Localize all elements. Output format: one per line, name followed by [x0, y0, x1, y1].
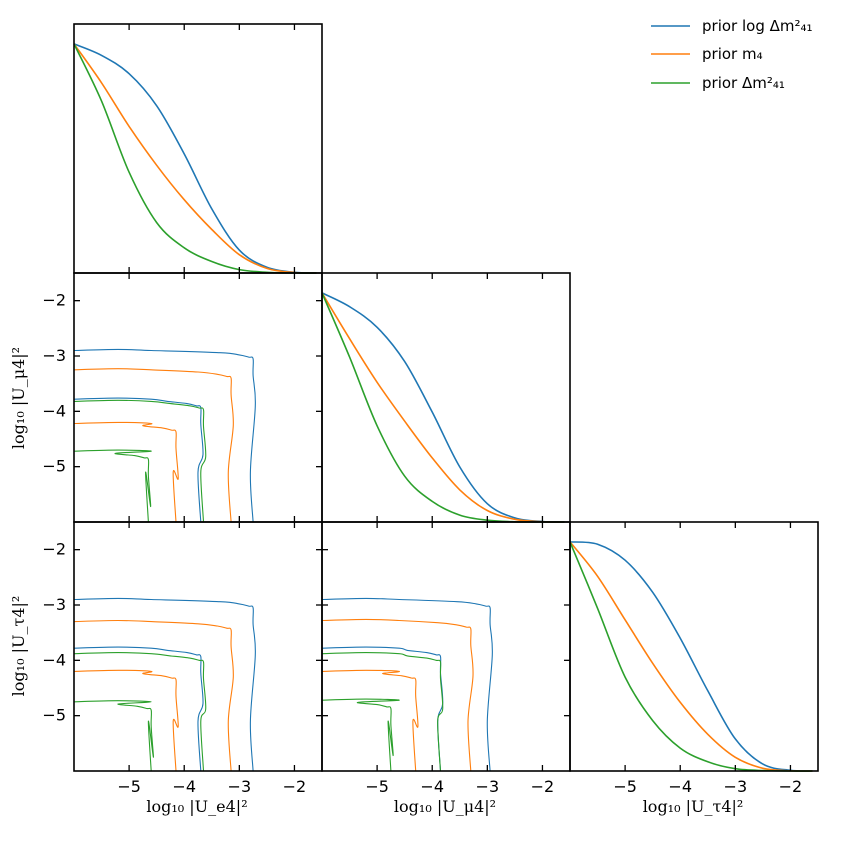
contour-1-line-2: [73, 619, 234, 772]
x-tick-label-c0-3: −2: [283, 777, 307, 796]
x-tick-label-c0-2: −3: [228, 777, 252, 796]
x-tick-label-c0-0: −5: [117, 777, 141, 796]
marginal-2-series-1: [569, 541, 813, 772]
contour-2-line-0: [321, 597, 493, 772]
x-tick-label-c1-0: −5: [365, 777, 389, 796]
marginal-0-series-1: [73, 43, 317, 274]
y-tick-label-r1-0: −5: [42, 457, 66, 476]
x-axis-label-ue4: log₁₀ |U_e4|²: [146, 797, 247, 816]
x-tick-label-c2-1: −4: [668, 777, 692, 796]
marginal-2-series-2: [569, 541, 813, 772]
tick-layer: −5 −4 −3 −2 −5 −4 −3 −2 −5 −4 −3 −2 −5 −4 −3 −2 −5 −4 −3 −2: [42, 24, 802, 796]
contour-2-line-3: [321, 669, 419, 772]
contour-0-line-2: [73, 368, 234, 523]
x-tick-label-c0-1: −4: [172, 777, 196, 796]
y-tick-label-r2-0: −5: [42, 706, 66, 725]
contour-0-line-1: [73, 397, 204, 523]
panel-frame-r2-c2: [569, 521, 819, 772]
contour-2-line-5: [321, 698, 400, 772]
marginal-0-series-2: [73, 43, 317, 274]
x-tick-label-c1-2: −3: [476, 777, 500, 796]
curve-layer: [73, 43, 813, 772]
contour-2-line-4: [321, 652, 444, 772]
contour-1-line-0: [73, 597, 256, 772]
y-tick-label-r1-1: −4: [42, 401, 66, 420]
x-tick-label-c2-2: −3: [724, 777, 748, 796]
y-tick-label-r2-3: −2: [42, 540, 66, 559]
panel-frames: [73, 23, 819, 772]
x-tick-label-c1-1: −4: [420, 777, 444, 796]
legend-label-log-dm2: prior log Δm²₄₁: [702, 17, 813, 35]
contour-0-line-5: [73, 449, 152, 523]
y-axis-label-umu4: log₁₀ |U_μ4|²: [9, 347, 28, 449]
contour-0-line-4: [73, 399, 207, 523]
contour-1-line-3: [73, 669, 179, 772]
marginal-1-series-0: [321, 292, 565, 523]
panel-frame-r1-c1: [321, 272, 571, 523]
marginal-1-series-1: [321, 292, 565, 523]
contour-2-line-2: [321, 618, 474, 772]
y-tick-label-r2-1: −4: [42, 650, 66, 669]
contour-1-line-1: [73, 646, 204, 772]
panel-frame-r2-c1: [321, 521, 571, 772]
legend-label-dm2: prior Δm²₄₁: [702, 74, 785, 92]
marginal-1-series-2: [321, 292, 565, 523]
contour-2-line-1: [321, 646, 444, 772]
y-axis-label-utau4: log₁₀ |U_τ4|²: [9, 596, 28, 697]
contour-1-line-4: [73, 652, 207, 772]
contour-0-line-0: [73, 348, 256, 523]
x-axis-label-umu4: log₁₀ |U_μ4|²: [394, 797, 496, 816]
y-tick-label-r1-2: −3: [42, 346, 66, 365]
marginal-0-series-0: [73, 43, 317, 274]
x-axis-label-utau4: log₁₀ |U_τ4|²: [643, 797, 744, 816]
y-tick-label-r2-2: −3: [42, 595, 66, 614]
legend-label-m4: prior m₄: [702, 45, 763, 63]
y-tick-label-r1-3: −2: [42, 291, 66, 310]
contour-0-line-3: [73, 421, 179, 523]
marginal-2-series-0: [569, 541, 813, 772]
x-tick-label-c2-0: −5: [613, 777, 637, 796]
x-tick-label-c2-3: −2: [779, 777, 803, 796]
legend: prior log Δm²₄₁ prior m₄ prior Δm²₄₁: [651, 17, 813, 92]
contour-1-line-5: [73, 700, 154, 772]
x-tick-label-c1-3: −2: [531, 777, 555, 796]
